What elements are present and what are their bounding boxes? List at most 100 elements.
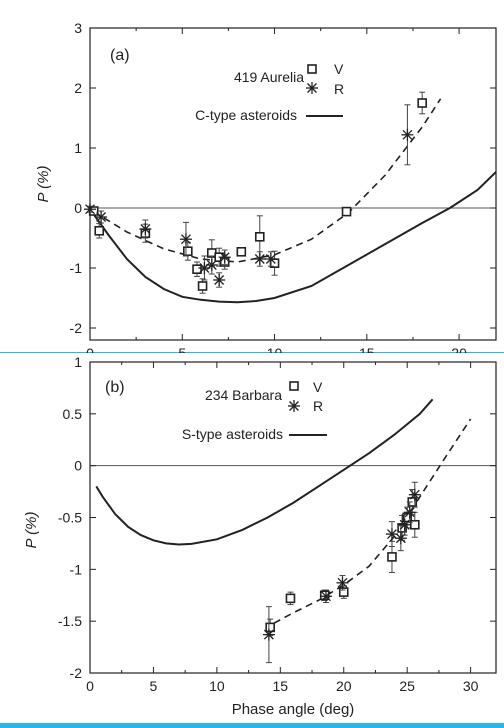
panel-a-point-r bbox=[213, 272, 226, 288]
panel-a-legend-reference-label: C-type asteroids bbox=[195, 107, 297, 123]
panel-a-point-r bbox=[179, 221, 192, 257]
panel-b-y-tick-label: -0.5 bbox=[58, 510, 82, 526]
panel-b-object-name: 234 Barbara bbox=[205, 387, 282, 403]
panel-a-square-marker bbox=[197, 281, 208, 291]
panel-a-label: (a) bbox=[110, 47, 130, 64]
panel-a-y-tick-label: 1 bbox=[74, 140, 82, 156]
panel-b-x-tick-label: 25 bbox=[399, 678, 415, 694]
panel-b-point-r bbox=[336, 575, 349, 591]
panel-b-asterisk-marker bbox=[262, 628, 275, 641]
panel-b-legend-v-label: V bbox=[313, 379, 323, 395]
panel-b-x-tick-label: 15 bbox=[273, 678, 289, 694]
panel-a-point-r bbox=[205, 255, 218, 275]
panel-b-asterisk-marker bbox=[398, 518, 411, 531]
panel-a-legend-square-marker bbox=[307, 64, 317, 74]
panel-b-asterisk-marker bbox=[385, 528, 398, 541]
panel-b-square-marker bbox=[387, 552, 397, 562]
panel-b-asterisk-marker bbox=[408, 488, 421, 501]
panel-a-asterisk-marker bbox=[253, 253, 266, 265]
panel-a-reference-curve bbox=[90, 171, 496, 304]
panel-a-square-marker bbox=[341, 206, 352, 217]
panel-a-point-v bbox=[341, 206, 352, 217]
panel-a-object-name: 419 Aurelia bbox=[234, 69, 304, 85]
panel-a-fit-curve bbox=[93, 98, 442, 263]
panel-b-point-r bbox=[385, 521, 398, 548]
panel-a-y-axis-label: P (%) bbox=[35, 166, 52, 203]
panel-b-x-tick-label: 30 bbox=[463, 678, 479, 694]
panel-b-x-tick-label: 20 bbox=[336, 678, 352, 694]
panel-a-asterisk-marker bbox=[218, 251, 231, 264]
panel-b-point-r bbox=[319, 589, 332, 604]
panel-a-background bbox=[0, 0, 504, 352]
panel-a-point-v bbox=[94, 223, 105, 239]
panel-a-y-tick-label: -1 bbox=[70, 260, 83, 276]
panel-a-square-marker bbox=[94, 226, 105, 236]
panel-a-legend-asterisk-marker bbox=[306, 82, 318, 94]
panel-a-asterisk-marker bbox=[213, 274, 226, 286]
panel-b-asterisk-marker bbox=[403, 506, 416, 519]
panel-a-legend-v-label: V bbox=[334, 61, 344, 77]
panel-a-point-v bbox=[417, 91, 427, 115]
panel-b-label: (b) bbox=[105, 379, 125, 396]
panel-b-square-marker bbox=[409, 519, 420, 530]
panel-a-asterisk-marker bbox=[139, 223, 152, 235]
panel-a-point-v bbox=[197, 278, 208, 294]
panel-a-square-marker bbox=[254, 232, 265, 242]
panel-b-legend-reference-label: S-type asteroids bbox=[182, 426, 283, 442]
panel-a-point-r bbox=[264, 251, 277, 267]
panel-b-square-marker bbox=[285, 593, 296, 604]
panel-b-point-r bbox=[262, 606, 275, 664]
panel-b-point-r bbox=[403, 501, 416, 524]
panel-b-point-v bbox=[338, 585, 349, 599]
panel-b-point-r bbox=[398, 513, 411, 536]
panel-b-x-tick-label: 5 bbox=[150, 678, 158, 694]
panel-a-asterisk-marker bbox=[95, 211, 108, 223]
panel-b-legend-square-marker bbox=[289, 381, 299, 391]
panel-b-asterisk-marker bbox=[319, 590, 332, 603]
panel-a-frame bbox=[89, 27, 497, 341]
panel-a-square-marker bbox=[236, 247, 247, 257]
panel-b: 0 5 10 15 20 25 30 -2 -1.5 -1 -0.5 0 0.5 1 (b) 234 Ba… bbox=[23, 354, 497, 718]
panel-b-point-r bbox=[408, 481, 421, 508]
panel-a-point-v bbox=[236, 247, 247, 257]
panel-a-point-r bbox=[218, 249, 231, 265]
panel-b-y-tick-label: 1 bbox=[74, 354, 82, 370]
panel-a-legend-r-label: R bbox=[334, 81, 344, 97]
panel-b-square-marker bbox=[265, 622, 275, 633]
panel-b-fit-curve bbox=[273, 418, 472, 624]
panel-a-asterisk-marker bbox=[179, 233, 192, 246]
panel-a-y-tick-label: 3 bbox=[74, 20, 82, 36]
panel-b-y-tick-label: -1 bbox=[70, 561, 83, 577]
panel-b-x-tick-label: 0 bbox=[86, 678, 94, 694]
panel-a-point-r bbox=[84, 203, 96, 216]
panel-b-y-tick-label: -2 bbox=[70, 665, 83, 681]
panel-b-plot: 0 5 10 15 20 25 30 -2 -1.5 -1 -0.5 0 0.5 1 bbox=[58, 354, 496, 694]
panel-b-y-tick-label: 0.5 bbox=[63, 406, 83, 422]
panel-b-x-tick-label: 10 bbox=[209, 678, 225, 694]
panel-b-legend-r-label: R bbox=[313, 398, 323, 414]
panel-b-reference-curve bbox=[95, 398, 434, 546]
panel-b-y-tick-label: 0 bbox=[74, 458, 82, 474]
panel-b-y-axis-label: P (%) bbox=[23, 512, 40, 549]
panel-b-asterisk-marker bbox=[336, 576, 349, 589]
panel-a-point-r bbox=[139, 219, 152, 239]
panel-a-asterisk-marker bbox=[401, 128, 414, 141]
panel-a-square-marker bbox=[192, 264, 202, 275]
panel-a-asterisk-marker bbox=[264, 253, 277, 265]
panel-a-asterisk-marker bbox=[205, 259, 218, 271]
panel-b-legend-asterisk-marker bbox=[288, 400, 300, 412]
panel-a-y-tick-label: 2 bbox=[74, 80, 82, 96]
panel-a-point-r bbox=[401, 104, 414, 166]
panel-a-point-r bbox=[253, 251, 266, 267]
panel-a-square-marker bbox=[183, 246, 193, 256]
panel-b-point-v bbox=[285, 591, 296, 606]
panel-a-asterisk-marker bbox=[84, 203, 96, 216]
panel-a-y-tick-label: 0 bbox=[74, 200, 82, 216]
panel-b-square-marker bbox=[338, 587, 349, 597]
panel-b-y-tick-label: -1.5 bbox=[58, 613, 82, 629]
panel-a-y-tick-label: -2 bbox=[70, 320, 83, 336]
panel-a-square-marker bbox=[417, 98, 427, 108]
